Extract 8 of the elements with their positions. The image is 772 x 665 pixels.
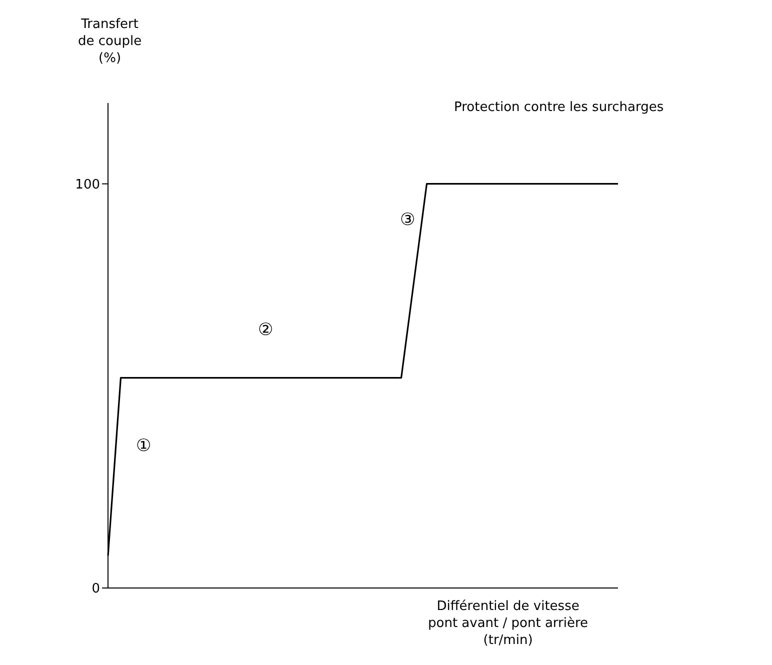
y-tick-label: 0 bbox=[92, 582, 100, 597]
x-axis-title: Différentiel de vitesse pont avant / pont arrière (tr/min) bbox=[428, 598, 588, 649]
y-axis-title: Transfert de couple (%) bbox=[78, 16, 142, 67]
y-tick-label: 100 bbox=[75, 177, 100, 192]
annotation: Protection contre les surcharges bbox=[454, 100, 664, 115]
annotation: ③ bbox=[400, 210, 416, 230]
annotation: ① bbox=[136, 436, 152, 456]
annotation: ② bbox=[258, 320, 274, 340]
